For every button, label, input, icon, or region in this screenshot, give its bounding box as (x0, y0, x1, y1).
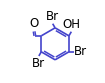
Text: O: O (30, 17, 39, 30)
Text: Br: Br (32, 57, 45, 70)
Text: Br: Br (74, 45, 87, 58)
Text: OH: OH (63, 18, 81, 31)
Text: Br: Br (46, 10, 59, 23)
